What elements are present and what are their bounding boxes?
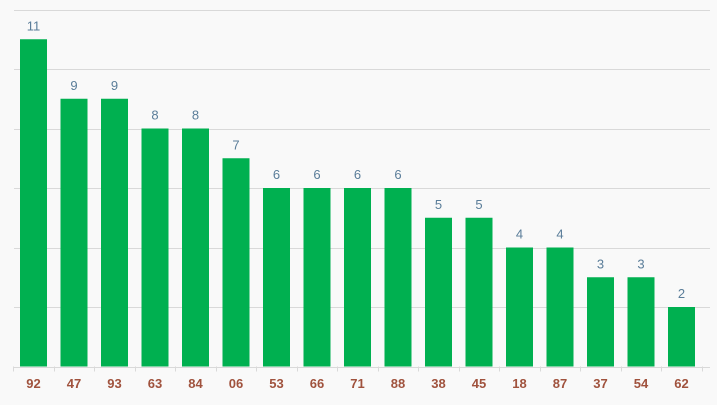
data-label: 3 [637, 256, 644, 271]
data-label: 8 [192, 108, 199, 123]
bar-84 [182, 128, 209, 367]
data-label: 4 [516, 227, 523, 242]
x-tick-label: 06 [229, 376, 243, 391]
bar-38 [425, 217, 452, 367]
x-tick-label: 38 [431, 376, 445, 391]
x-tick-label: 66 [310, 376, 324, 391]
x-tick-label: 84 [188, 376, 203, 391]
data-label: 8 [151, 108, 158, 123]
x-tick-label: 92 [26, 376, 40, 391]
x-tick-label: 62 [674, 376, 688, 391]
bar-18 [506, 247, 533, 367]
x-tick-label: 71 [350, 376, 364, 391]
data-label: 7 [232, 137, 239, 152]
bar-88 [384, 188, 412, 367]
bar-92 [20, 39, 47, 367]
x-tick-label: 87 [553, 376, 567, 391]
x-tick-label: 54 [634, 376, 649, 391]
bar-62 [668, 307, 695, 367]
data-labels: 11 9 9 8 8 7 6 6 6 6 5 5 4 4 3 3 2 [27, 18, 685, 301]
data-label: 6 [354, 167, 361, 182]
x-tick-label: 37 [593, 376, 607, 391]
x-axis: 92 47 93 63 84 06 53 66 71 88 38 45 18 87 37 54 62 [13, 366, 703, 391]
data-label: 6 [394, 167, 401, 182]
data-label: 2 [678, 286, 685, 301]
x-tick-label: 88 [391, 376, 405, 391]
bar-87 [546, 247, 574, 367]
x-tick-label: 45 [472, 376, 486, 391]
data-label: 11 [27, 18, 41, 33]
bar-37 [587, 277, 614, 367]
bar-63 [141, 128, 169, 367]
data-label: 6 [273, 167, 280, 182]
bar-71 [344, 188, 371, 367]
x-tick-label: 47 [67, 376, 81, 391]
x-tick-label: 18 [512, 376, 526, 391]
data-label: 5 [475, 197, 482, 212]
data-label: 4 [556, 227, 563, 242]
bar-47 [60, 98, 88, 367]
data-label: 5 [435, 197, 442, 212]
bars [20, 39, 695, 367]
data-label: 6 [313, 167, 320, 182]
bar-53 [263, 188, 290, 367]
bar-66 [303, 188, 331, 367]
x-tick-label: 93 [107, 376, 121, 391]
bar-54 [627, 277, 655, 367]
x-tick-label: 63 [148, 376, 162, 391]
bar-93 [101, 98, 128, 367]
data-label: 9 [111, 78, 118, 93]
data-label: 9 [70, 78, 77, 93]
bar-45 [465, 217, 493, 367]
bar-06 [222, 158, 250, 367]
x-tick-label: 53 [269, 376, 283, 391]
data-label: 3 [597, 256, 604, 271]
